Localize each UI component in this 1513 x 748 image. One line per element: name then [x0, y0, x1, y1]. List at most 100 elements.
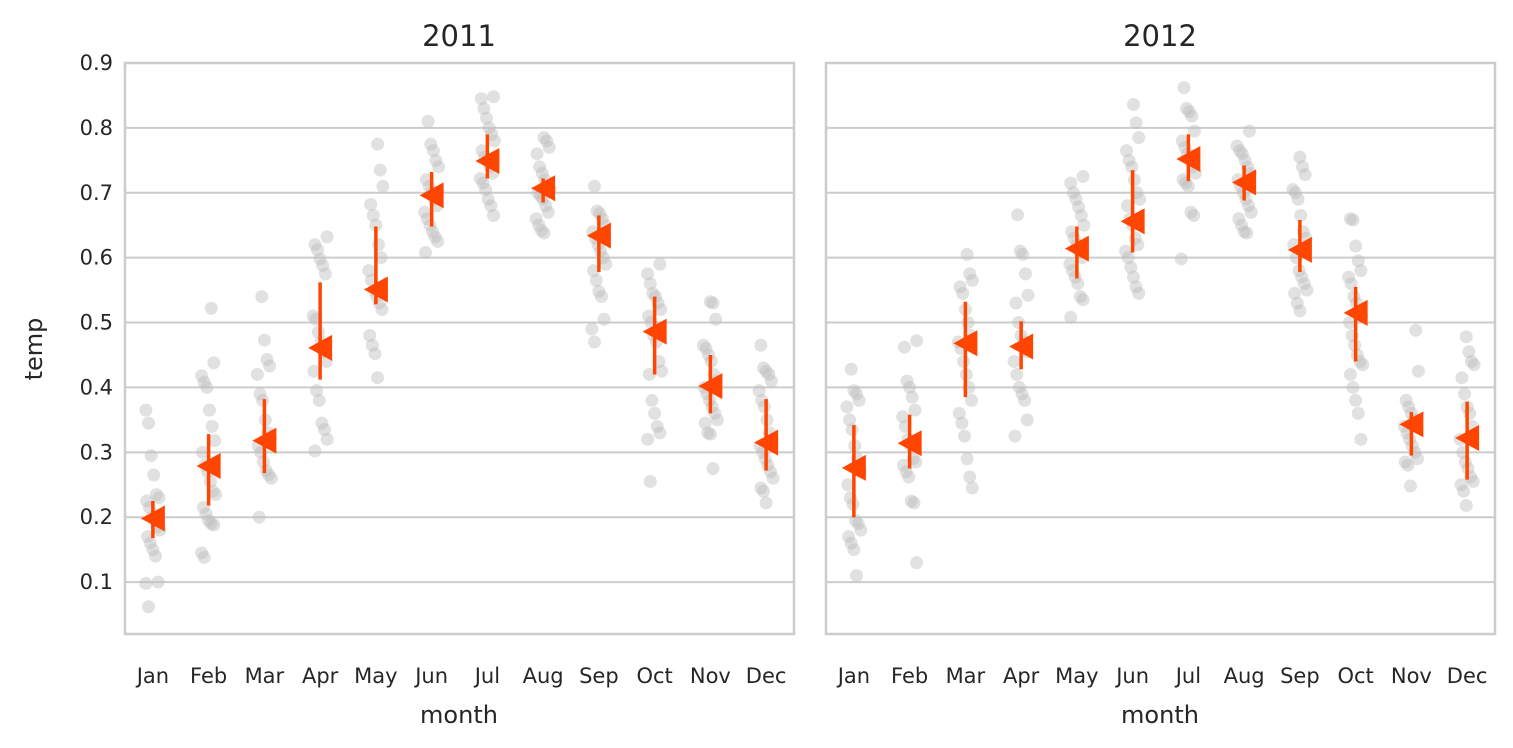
data-point [1181, 179, 1195, 193]
data-point [907, 496, 921, 510]
data-point [1121, 251, 1135, 265]
data-point [529, 212, 543, 226]
plot-frame [824, 61, 1497, 636]
data-point [1244, 205, 1258, 219]
data-point [1457, 484, 1471, 498]
data-point [1021, 288, 1035, 302]
data-point [643, 277, 657, 291]
data-point [532, 218, 546, 232]
data-point [534, 223, 548, 237]
data-point [961, 316, 975, 330]
x-tick-label: Aug [1224, 664, 1265, 688]
mean-marker [1455, 425, 1480, 452]
data-point [196, 500, 210, 514]
data-point [754, 338, 768, 352]
data-point [1235, 147, 1249, 161]
data-point [252, 510, 266, 524]
panel-2012: 2012 Jan Feb Mar Apr May Jun Jul Aug Sep Oct Nov De… [824, 19, 1497, 688]
x-tick-label: Mar [245, 664, 285, 688]
data-point [1124, 260, 1138, 274]
x-tick-label: Jul [473, 664, 500, 688]
data-point [1242, 199, 1255, 213]
data-point [1351, 406, 1365, 420]
data-point [149, 549, 162, 563]
data-point [204, 517, 218, 531]
data-point [1349, 393, 1363, 407]
data-point [363, 329, 377, 343]
data-point [699, 342, 713, 355]
data-point [1409, 323, 1423, 337]
mean-marker [1343, 299, 1368, 326]
data-point [593, 207, 607, 221]
data-point [648, 406, 662, 420]
data-point [766, 471, 780, 485]
data-point [764, 374, 778, 388]
data-point [1015, 387, 1029, 401]
data-point [1176, 173, 1190, 187]
y-tick-label: 0.4 [80, 375, 113, 399]
mean-marker [1064, 235, 1089, 262]
data-point [698, 416, 712, 430]
data-point [371, 371, 385, 385]
data-point [419, 173, 433, 187]
data-point [1077, 218, 1091, 232]
data-point [703, 295, 717, 309]
data-point [1174, 252, 1188, 266]
x-tick-label: Jun [1114, 664, 1149, 688]
data-point [1462, 345, 1476, 359]
data-point [1354, 432, 1368, 446]
data-point [1463, 406, 1477, 420]
data-point [641, 267, 655, 281]
data-point [1402, 400, 1416, 414]
data-point [428, 230, 442, 244]
x-tick-label: Sep [1280, 664, 1320, 688]
data-point [588, 335, 601, 349]
data-point [1346, 213, 1360, 227]
data-point [1343, 212, 1357, 226]
data-point [152, 491, 166, 505]
data-point [844, 362, 858, 376]
data-point [1129, 280, 1143, 294]
x-tick-label: Oct [636, 664, 672, 688]
data-point [431, 234, 445, 248]
mean-marker [754, 429, 779, 456]
data-point [146, 543, 160, 557]
data-point [903, 380, 917, 394]
data-point [142, 600, 155, 614]
data-point [844, 536, 858, 550]
x-tick-label: Feb [891, 664, 928, 688]
data-point [960, 247, 974, 261]
data-point [963, 470, 977, 484]
data-point [1073, 290, 1087, 304]
data-point [1018, 393, 1032, 407]
data-point [1020, 413, 1034, 427]
data-point [263, 359, 277, 373]
data-point [487, 134, 501, 148]
data-point [1354, 264, 1368, 278]
data-point [759, 364, 773, 378]
data-point [1286, 183, 1300, 197]
data-point [1122, 153, 1136, 167]
data-point [1066, 186, 1080, 200]
mean-marker [953, 330, 978, 357]
data-point [1064, 176, 1078, 190]
data-point [599, 257, 613, 271]
data-point [1237, 225, 1251, 239]
data-point [530, 147, 544, 161]
data-point [897, 340, 911, 354]
strip-points [139, 90, 780, 614]
data-point [653, 257, 667, 271]
data-point [842, 530, 856, 544]
data-point [474, 92, 488, 106]
data-point [374, 251, 388, 265]
data-point [1458, 387, 1471, 401]
data-point [426, 144, 440, 158]
data-point [847, 543, 861, 557]
mean-marker [252, 427, 277, 454]
data-point [710, 413, 724, 427]
data-point [147, 468, 161, 482]
data-point [1133, 192, 1147, 206]
x-tick-label: Dec [746, 664, 787, 688]
data-point [909, 455, 923, 469]
data-point [540, 134, 554, 148]
